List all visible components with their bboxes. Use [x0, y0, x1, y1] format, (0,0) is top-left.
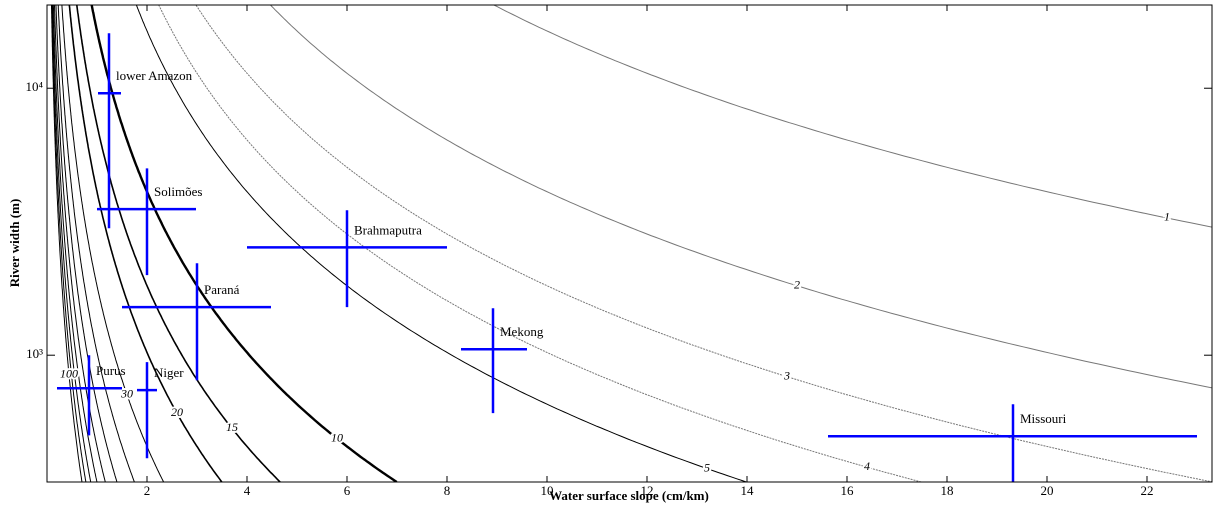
contour-line [135, 5, 747, 482]
contour-layer: 1 2 3 4 5 10 15 20 30 100 [51, 5, 1212, 482]
contour-line [68, 5, 223, 482]
contour-line [52, 5, 98, 482]
contour-label: 10 [331, 430, 343, 444]
contour-label: 20 [171, 405, 183, 419]
river-label: Purus [96, 363, 126, 378]
river-label: Brahmaputra [354, 222, 422, 237]
x-tick-label: 18 [941, 483, 954, 498]
x-tick-label: 8 [444, 483, 451, 498]
y-tick-label: 10³ [26, 346, 43, 361]
contour-line [52, 5, 92, 482]
river-label: Mekong [500, 324, 544, 339]
contour-label: 15 [226, 420, 238, 434]
contour-label: 1 [1164, 210, 1170, 224]
river-label: Solimões [154, 184, 202, 199]
contour-line [51, 5, 83, 482]
contour-line [55, 5, 118, 482]
contour-line [76, 5, 281, 482]
river-label: lower Amazon [116, 68, 193, 83]
contour-label: 30 [120, 386, 133, 400]
x-axis-title: Water surface slope (cm/km) [549, 488, 709, 503]
river-label: Paraná [204, 282, 240, 297]
contour-line [61, 5, 165, 482]
x-tick-label: 16 [841, 483, 855, 498]
x-tick-label: 14 [741, 483, 755, 498]
contour-label: 5 [704, 460, 710, 474]
contour-label: 2 [794, 277, 800, 291]
contour-line [270, 5, 1212, 389]
contour-line [51, 5, 87, 482]
x-tick-label: 10 [541, 483, 554, 498]
contour-line [493, 5, 1212, 228]
plot-frame [46, 4, 1213, 483]
contour-line [158, 5, 922, 482]
x-tick-label: 6 [344, 483, 351, 498]
contour-label: 100 [60, 366, 78, 380]
x-tick-label: 20 [1041, 483, 1054, 498]
river-label: Missouri [1020, 411, 1067, 426]
contour-line [57, 5, 135, 482]
x-tick-label: 2 [144, 483, 151, 498]
contour-line [195, 5, 1212, 482]
x-tick-label: 12 [641, 483, 654, 498]
y-tick-label: 10⁴ [25, 79, 43, 94]
x-tick-label: 22 [1141, 483, 1154, 498]
contour-label: 4 [864, 459, 870, 473]
river-label: Niger [154, 365, 184, 380]
contour-label: 3 [783, 368, 790, 382]
errorbar-layer: lower Amazon Solimões Brahmaputra Paraná Mek… [57, 33, 1197, 482]
y-axis-title: River width (m) [7, 199, 22, 288]
x-tick-label: 4 [244, 483, 251, 498]
